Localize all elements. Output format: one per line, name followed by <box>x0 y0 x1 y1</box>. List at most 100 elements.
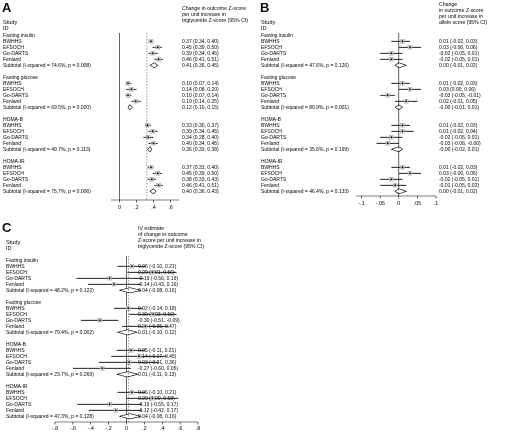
group-title: HOMA-IR <box>3 159 25 165</box>
column-header-estimate: per unit increase in <box>182 12 226 18</box>
column-header-id: ID <box>261 26 267 32</box>
panel-letter-c: C <box>2 220 12 235</box>
point-estimate <box>113 283 115 286</box>
x-tick-label: .8 <box>196 426 201 432</box>
x-tick-label: -.6 <box>70 426 76 432</box>
study-name: BWHHS <box>3 165 22 171</box>
study-name: Go-DARTS <box>3 93 29 99</box>
column-header-estimate: Change <box>439 2 457 8</box>
subtotal-estimate-label: 0.04 (-0.08, 0.16) <box>138 414 177 420</box>
study-estimate-label: 0.29 (0.00, 0.58) <box>138 396 175 402</box>
study-name: EFSOCH <box>261 171 282 177</box>
subtotal-diamond <box>119 413 141 420</box>
study-estimate-label: 0.39 (0.34, 0.45) <box>182 129 219 135</box>
group-title: HOMA-IR <box>261 159 283 165</box>
study-name: Fenland <box>6 324 24 330</box>
x-tick-label: .05 <box>414 201 422 207</box>
column-header-estimate: of change in outcome <box>138 232 188 238</box>
study-name: BWHHS <box>6 390 25 396</box>
subtotal-diamond <box>394 104 404 111</box>
subtotal-diamond <box>149 62 159 69</box>
point-estimate <box>144 325 147 328</box>
study-estimate-label: -0.01 (-0.05, 0.02) <box>439 183 479 189</box>
study-estimate-label: -0.27 (-0.60, 0.05) <box>138 366 178 372</box>
group-title: Fasting glucose <box>261 75 296 81</box>
study-name: EFSOCH <box>3 171 24 177</box>
subtotal-estimate-label: 0.00 (-0.01, 0.02) <box>439 63 478 69</box>
subtotal-estimate-label: 0.01 (-0.10, 0.12) <box>138 330 177 336</box>
column-header-estimate: triglyceride Z-score (95% CI) <box>182 18 248 24</box>
study-name: Go-DARTS <box>261 177 287 183</box>
point-estimate <box>390 178 393 181</box>
study-name: Fenland <box>261 141 279 147</box>
panel-letter-a: A <box>2 0 12 15</box>
group-title: Fasting glucose <box>3 75 38 81</box>
x-tick-label: -.2 <box>105 426 111 432</box>
x-tick-label: 0 <box>397 201 400 207</box>
study-estimate-label: 0.01 (-0.02, 0.03) <box>439 165 478 171</box>
subtotal-diamond <box>147 146 153 153</box>
study-name: EFSOCH <box>261 87 282 93</box>
point-estimate <box>390 58 393 61</box>
study-estimate-label: 0.30 (0.03, 0.56) <box>138 312 175 318</box>
point-estimate <box>405 100 408 103</box>
column-header-estimate: allele score (95% CI) <box>439 20 487 26</box>
study-estimate-label: 0.14 (-0.17, 0.45) <box>138 354 177 360</box>
subtotal-estimate-label: -0.00 (-0.01, 0.01) <box>439 105 479 111</box>
study-estimate-label: 0.01 (-0.02, 0.03) <box>439 39 478 45</box>
point-estimate <box>390 136 393 139</box>
study-estimate-label: 0.34 (0.28, 0.40) <box>182 135 219 141</box>
subtotal-label: Subtotal (I-squared = 35.6%, p = 0.199) <box>261 147 349 153</box>
study-name: BWHHS <box>3 81 22 87</box>
study-name: Go-DARTS <box>261 135 287 141</box>
point-estimate <box>108 277 111 280</box>
x-tick-label: .6 <box>178 426 183 432</box>
group-title: HOMA-IR <box>6 384 28 390</box>
study-name: EFSOCH <box>3 45 24 51</box>
subtotal-diamond <box>390 146 404 153</box>
study-name: Fenland <box>6 408 24 414</box>
study-name: Fenland <box>6 282 24 288</box>
group-title: HOMA-B <box>261 117 282 123</box>
study-name: Go-DARTS <box>6 360 32 366</box>
study-estimate-label: 0.46 (0.41, 0.51) <box>182 183 219 189</box>
study-estimate-label: -0.02 (-0.05, 0.01) <box>439 51 479 57</box>
point-estimate <box>114 409 117 412</box>
study-estimate-label: 0.03 (0.00, 0.06) <box>439 87 476 93</box>
point-estimate <box>157 184 160 187</box>
subtotal-label: Subtotal (I-squared = 79.4%, p = 0.002) <box>6 330 94 336</box>
point-estimate <box>386 142 389 145</box>
study-estimate-label: -0.02 (-0.05, 0.01) <box>439 57 479 63</box>
subtotal-diamond <box>116 329 139 336</box>
study-estimate-label: 0.01 (-0.02, 0.04) <box>439 129 478 135</box>
study-estimate-label: 0.37 (0.33, 0.40) <box>182 165 219 171</box>
study-name: Fenland <box>261 183 279 189</box>
x-tick-label: 0 <box>125 426 128 432</box>
study-name: EFSOCH <box>261 129 282 135</box>
point-estimate <box>101 367 104 370</box>
study-name: EFSOCH <box>6 312 27 318</box>
column-header-id: ID <box>3 26 9 32</box>
point-estimate <box>401 40 404 43</box>
study-estimate-label: -0.03 (-0.06, -0.00) <box>439 141 481 147</box>
study-name: EFSOCH <box>3 129 24 135</box>
point-estimate <box>127 94 129 97</box>
point-estimate <box>409 88 411 91</box>
column-header-study: Study <box>3 20 18 26</box>
study-name: BWHHS <box>6 348 25 354</box>
point-estimate <box>146 124 149 127</box>
study-estimate-label: 0.14 (0.08, 0.20) <box>182 87 219 93</box>
point-estimate <box>386 94 389 97</box>
study-name: Go-DARTS <box>261 51 287 57</box>
study-estimate-label: 0.06 (-0.10, 0.21) <box>138 264 177 270</box>
study-estimate-label: 0.21 (-0.05, 0.47) <box>138 324 177 330</box>
point-estimate <box>156 172 159 175</box>
point-estimate <box>156 46 159 49</box>
subtotal-estimate-label: 0.41 (0.36, 0.45) <box>182 63 219 69</box>
column-header-estimate: Z-score per unit increase in <box>138 238 201 244</box>
study-name: Go-DARTS <box>3 177 29 183</box>
column-header-estimate: in outcome Z-score <box>439 8 484 14</box>
study-name: Go-DARTS <box>6 276 32 282</box>
subtotal-diamond <box>127 104 133 111</box>
